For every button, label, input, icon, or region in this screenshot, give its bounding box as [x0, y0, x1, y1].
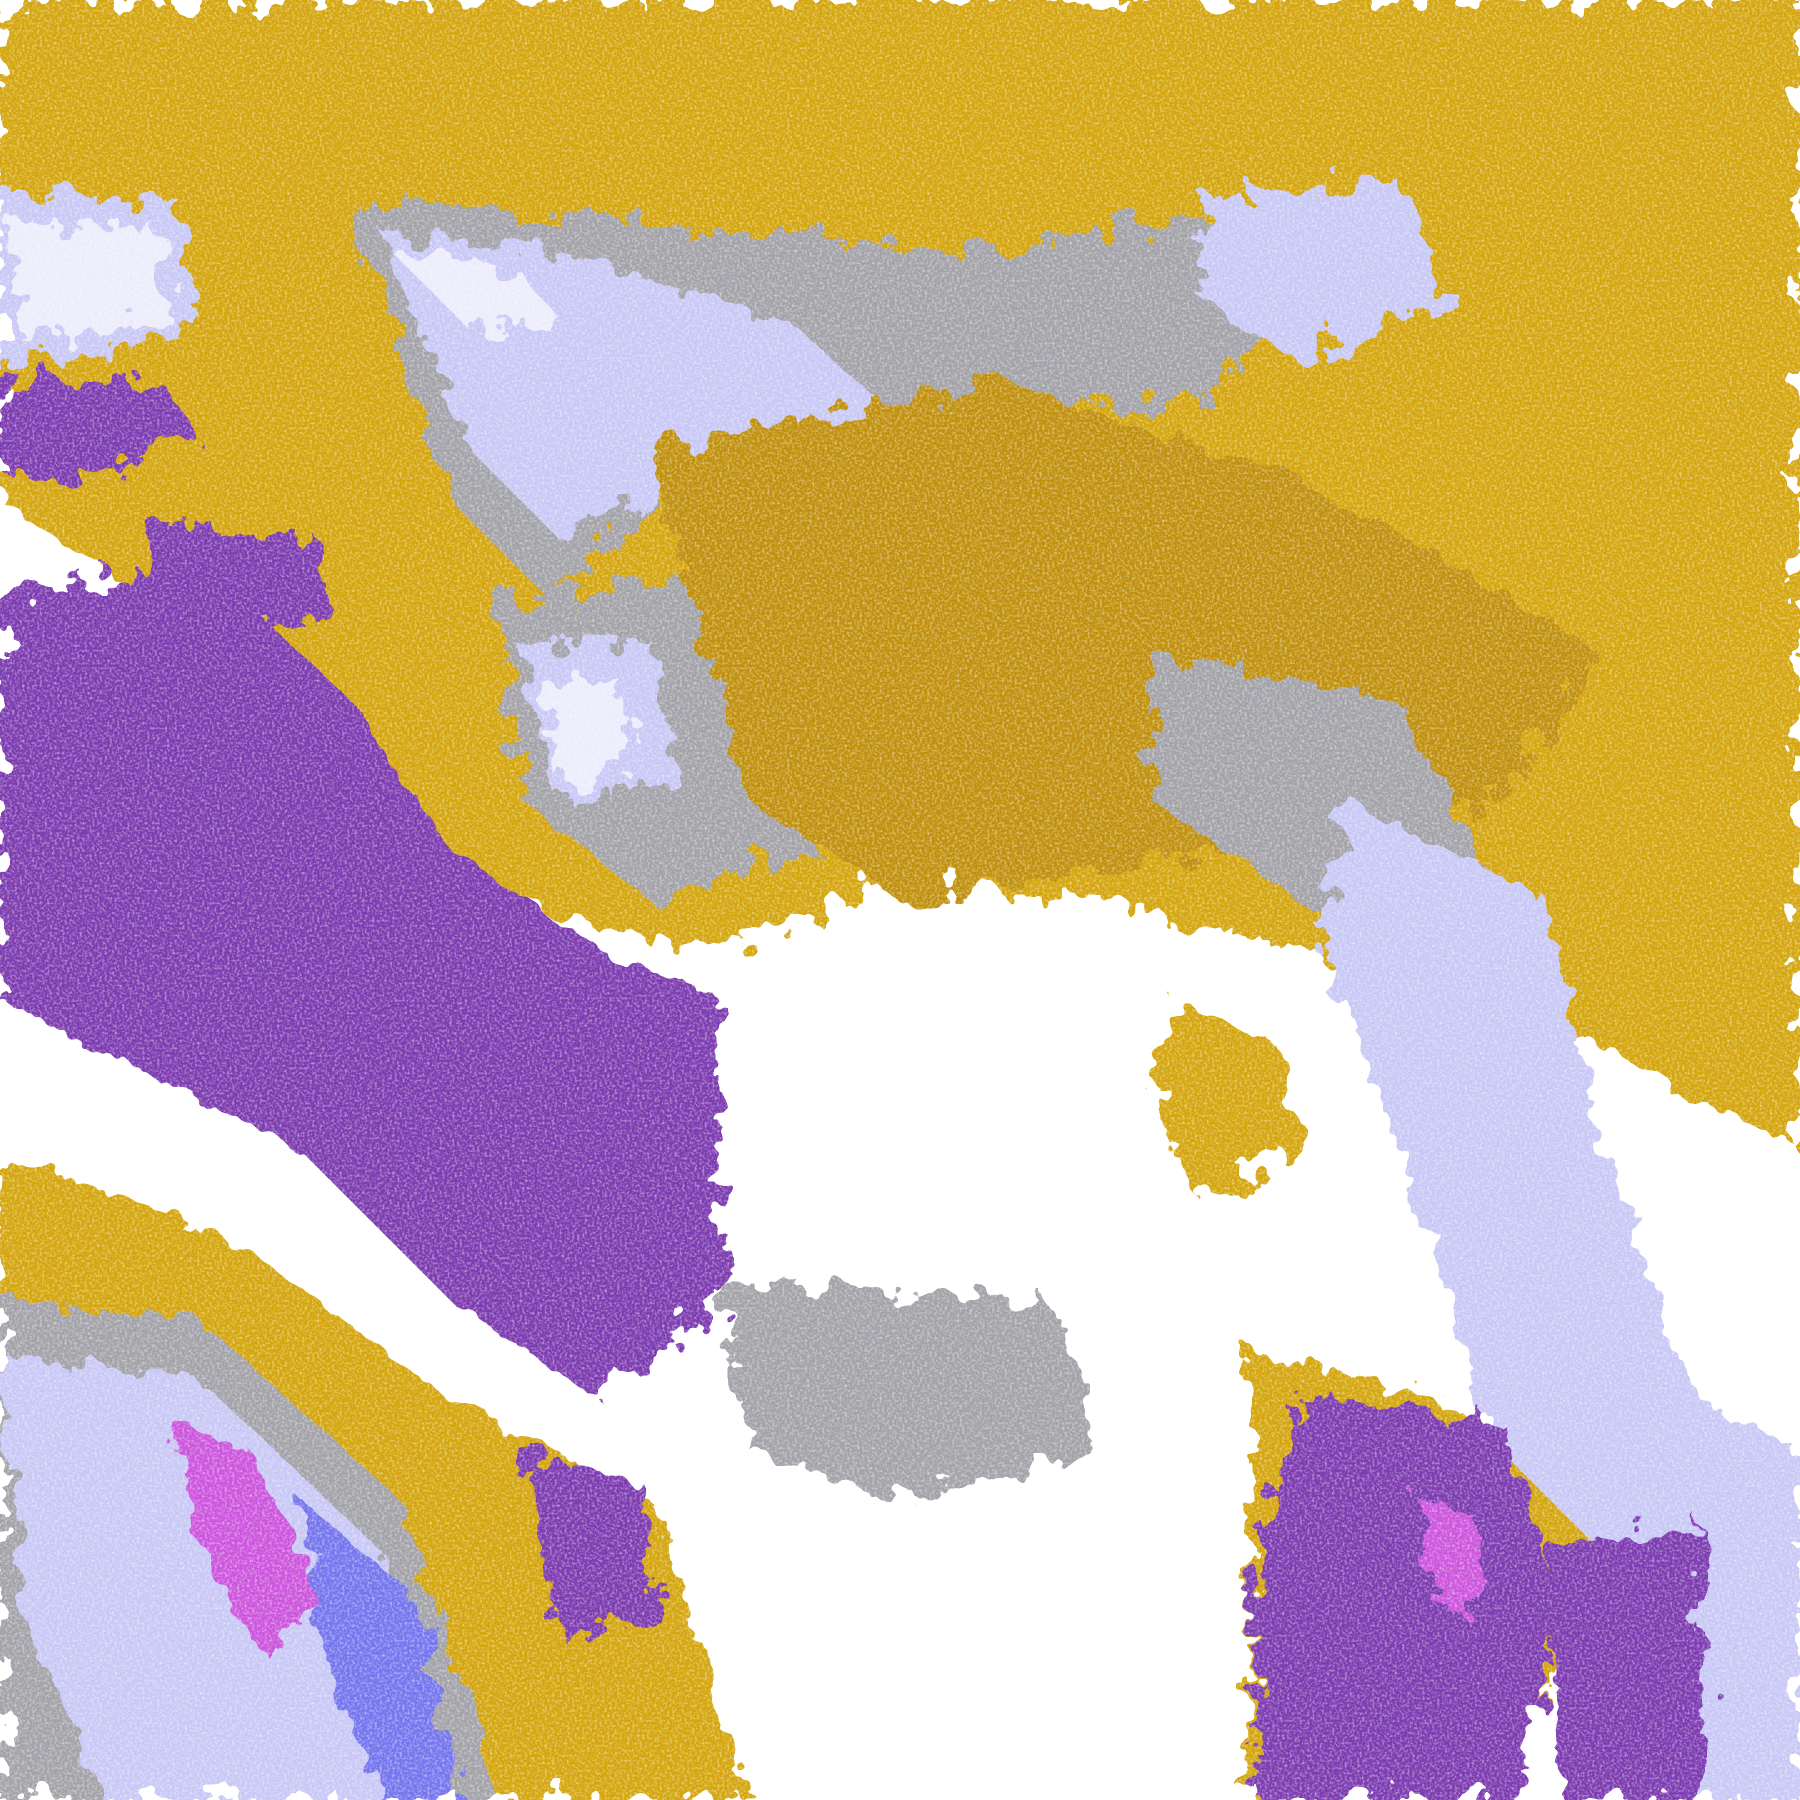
classified-map [0, 0, 1800, 1800]
speckle-texture [0, 0, 1800, 1800]
